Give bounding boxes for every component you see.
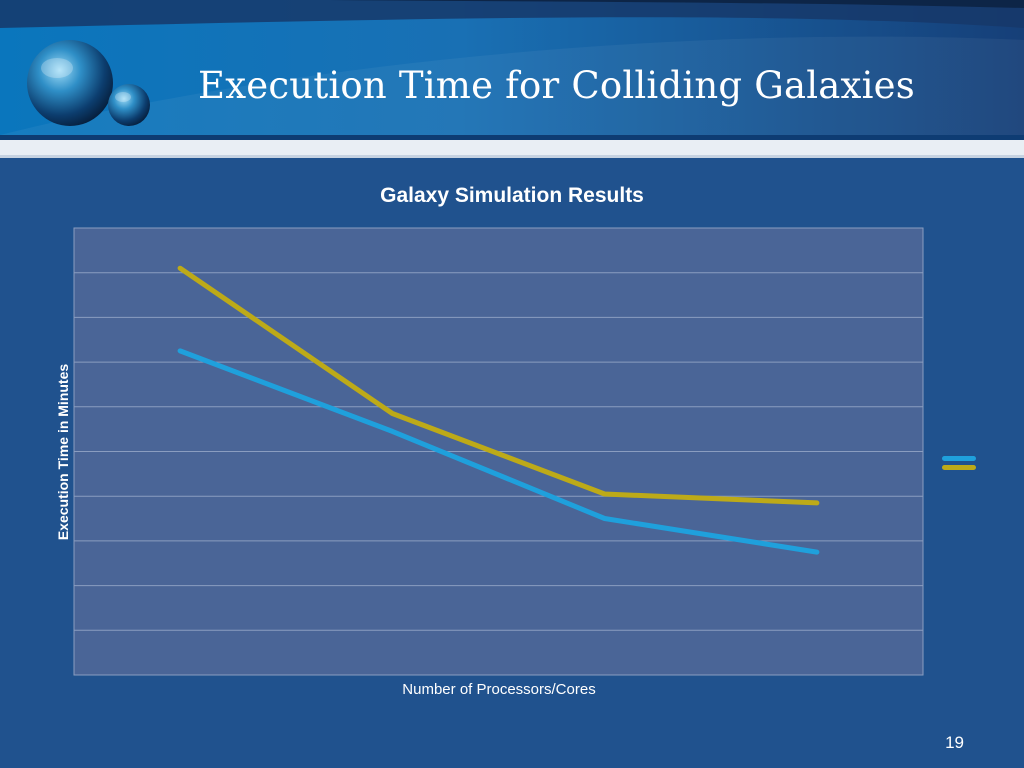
x-axis-label: Number of Processors/Cores — [402, 681, 596, 698]
large-orb-icon — [27, 40, 113, 126]
slide-title: Execution Time for Colliding Galaxies — [198, 64, 915, 107]
chart-title: Galaxy Simulation Results — [380, 184, 644, 207]
series-1-line — [177, 348, 820, 555]
header-background — [0, 0, 1024, 158]
slide-header: Execution Time for Colliding Galaxies — [0, 0, 1024, 158]
series-2-line — [177, 265, 820, 506]
legend-swatch-series-1 — [942, 456, 976, 461]
legend-swatch-series-2 — [942, 465, 976, 470]
y-axis-label: Execution Time in Minutes — [55, 363, 71, 541]
chart-legend — [942, 456, 976, 474]
small-orb-icon — [108, 84, 150, 126]
page-number: 19 — [945, 733, 964, 752]
series-lines — [177, 265, 820, 555]
